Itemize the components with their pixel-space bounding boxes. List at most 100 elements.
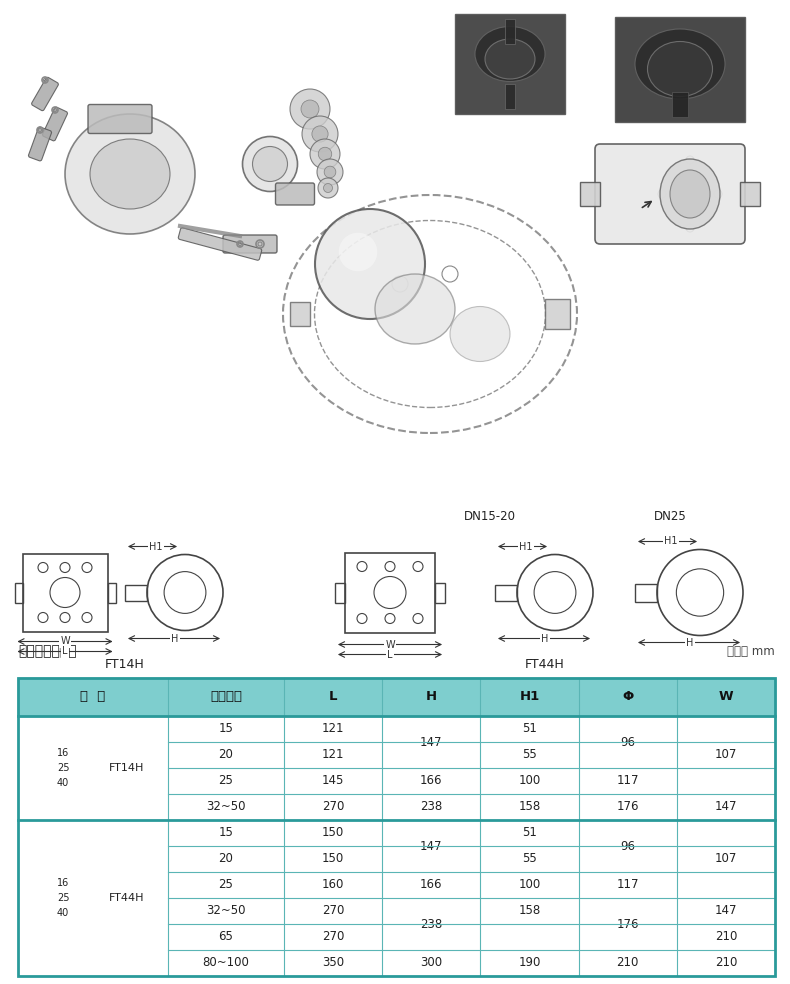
Bar — [615, 17, 745, 121]
Ellipse shape — [318, 148, 332, 160]
Bar — [635, 584, 657, 601]
Bar — [505, 19, 515, 44]
Ellipse shape — [375, 274, 455, 344]
FancyBboxPatch shape — [43, 107, 67, 141]
Bar — [588, 139, 753, 249]
Text: 51: 51 — [522, 827, 537, 839]
Text: L: L — [387, 649, 393, 659]
Bar — [18, 898, 775, 924]
Text: 121: 121 — [322, 749, 344, 762]
Bar — [672, 92, 688, 116]
Text: H1: H1 — [664, 536, 678, 546]
Text: 25: 25 — [219, 879, 234, 892]
Text: 166: 166 — [420, 774, 442, 787]
Text: H1: H1 — [149, 541, 163, 551]
Bar — [345, 552, 435, 633]
Text: 210: 210 — [715, 931, 737, 944]
Text: 160: 160 — [322, 879, 344, 892]
Text: 158: 158 — [518, 801, 540, 814]
Text: 16
25
40: 16 25 40 — [57, 878, 70, 918]
FancyBboxPatch shape — [32, 78, 58, 111]
Ellipse shape — [450, 306, 510, 361]
Text: 147: 147 — [420, 735, 442, 749]
Text: FT14H: FT14H — [105, 658, 145, 671]
Bar — [107, 583, 115, 602]
Text: 350: 350 — [322, 956, 344, 969]
Ellipse shape — [485, 39, 535, 79]
Text: W: W — [60, 637, 70, 646]
Text: L: L — [62, 646, 68, 656]
Text: H: H — [426, 691, 437, 704]
Ellipse shape — [290, 89, 330, 129]
Text: 150: 150 — [322, 852, 344, 866]
Bar — [18, 846, 775, 872]
Bar — [290, 302, 310, 326]
Bar — [18, 716, 775, 742]
Bar — [580, 182, 600, 206]
Ellipse shape — [301, 100, 319, 118]
FancyBboxPatch shape — [595, 144, 745, 244]
Text: 32~50: 32~50 — [206, 801, 246, 814]
Ellipse shape — [323, 183, 333, 193]
Text: 15: 15 — [219, 827, 234, 839]
Bar — [18, 820, 775, 846]
Text: DN25: DN25 — [653, 510, 687, 523]
Text: 150: 150 — [322, 827, 344, 839]
Ellipse shape — [310, 139, 340, 169]
FancyBboxPatch shape — [276, 183, 314, 205]
Text: 20: 20 — [219, 749, 234, 762]
Bar — [495, 584, 517, 600]
Bar — [22, 553, 107, 632]
Text: FT14H: FT14H — [108, 763, 144, 773]
Text: 176: 176 — [616, 801, 639, 814]
Text: W: W — [719, 691, 733, 704]
Text: 96: 96 — [620, 735, 635, 749]
Text: W: W — [386, 640, 395, 649]
Text: 147: 147 — [420, 839, 442, 852]
Bar — [14, 583, 22, 602]
Text: DN15-20: DN15-20 — [464, 510, 516, 523]
FancyBboxPatch shape — [28, 127, 51, 161]
Text: FT44H: FT44H — [108, 893, 144, 903]
FancyBboxPatch shape — [179, 227, 261, 260]
Text: 25: 25 — [219, 774, 234, 787]
Text: 96: 96 — [620, 839, 635, 852]
Text: 158: 158 — [518, 904, 540, 917]
Circle shape — [339, 233, 378, 272]
Text: 三、技术参数表: 三、技术参数表 — [18, 644, 77, 658]
Bar — [18, 950, 775, 976]
Ellipse shape — [660, 159, 720, 229]
Text: 210: 210 — [715, 956, 737, 969]
Text: 32~50: 32~50 — [206, 904, 246, 917]
Text: 117: 117 — [616, 774, 639, 787]
Bar — [335, 583, 345, 602]
Ellipse shape — [648, 41, 713, 96]
Bar — [125, 584, 147, 600]
Circle shape — [315, 209, 425, 319]
Text: H: H — [687, 638, 694, 647]
Text: FT44H: FT44H — [525, 658, 565, 671]
Text: 270: 270 — [322, 801, 344, 814]
Text: H: H — [541, 634, 549, 644]
Text: 166: 166 — [420, 879, 442, 892]
Bar — [18, 678, 775, 976]
Text: Φ: Φ — [622, 691, 634, 704]
Text: 100: 100 — [518, 774, 540, 787]
Ellipse shape — [318, 178, 338, 198]
Bar — [18, 678, 775, 716]
Text: 55: 55 — [522, 852, 536, 866]
Text: 80~100: 80~100 — [202, 956, 250, 969]
Bar — [18, 768, 775, 794]
Text: 65: 65 — [219, 931, 234, 944]
Ellipse shape — [635, 29, 725, 99]
Ellipse shape — [475, 27, 545, 82]
Text: H1: H1 — [519, 541, 532, 551]
Text: 51: 51 — [522, 722, 537, 735]
Text: 型  号: 型 号 — [81, 691, 106, 704]
Ellipse shape — [243, 137, 298, 192]
Text: 147: 147 — [715, 801, 737, 814]
Ellipse shape — [90, 139, 170, 209]
Bar — [455, 14, 565, 114]
Text: 238: 238 — [420, 917, 442, 931]
Text: 238: 238 — [420, 801, 442, 814]
